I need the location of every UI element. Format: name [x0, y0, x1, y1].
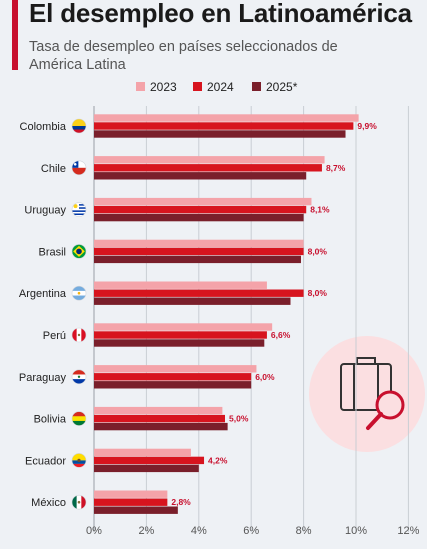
bar-bolivia-2024: [94, 414, 225, 423]
x-tick-label: 0%: [86, 525, 102, 537]
bar-peru-2024: [94, 331, 267, 339]
bar-uruguay-2024: [94, 205, 307, 214]
data-label: 4,2%: [208, 455, 228, 465]
bar-uruguay-2025-: [94, 213, 304, 222]
data-label: 5,0%: [229, 414, 249, 424]
bar-chile-2024: [94, 164, 322, 172]
category-label: Paraguay: [19, 372, 67, 384]
magnifier-briefcase-icon: [309, 336, 425, 452]
bar-bolivia-2025-: [94, 422, 228, 431]
bar-argentina-2025-: [94, 297, 291, 305]
legend-swatch: [193, 82, 202, 91]
bar-paraguay-2025-: [94, 381, 252, 389]
legend-swatch: [252, 82, 261, 91]
bar-mexico-2023: [94, 490, 168, 498]
argentina-flag-icon: [71, 285, 87, 301]
category-label: Colombia: [20, 121, 67, 133]
data-label: 9,9%: [357, 121, 377, 131]
x-tick-label: 8%: [296, 525, 312, 537]
bar-bolivia-2023: [94, 406, 223, 415]
bar-peru-2025-: [94, 339, 265, 347]
legend-label: 2025*: [266, 80, 298, 94]
data-label: 6,0%: [255, 372, 275, 382]
category-label: Bolivia: [34, 414, 67, 426]
bar-argentina-2024: [94, 289, 304, 297]
x-tick-label: 6%: [243, 525, 259, 537]
colombia-flag-icon: [71, 118, 87, 134]
x-tick-label: 2%: [138, 525, 154, 537]
bolivia-flag-icon: [71, 411, 87, 426]
category-label: Brasil: [38, 246, 66, 258]
bar-uruguay-2023: [94, 197, 312, 206]
bar-chile-2023: [94, 156, 325, 164]
bar-mexico-2025-: [94, 506, 178, 514]
bar-colombia-2024: [94, 122, 354, 130]
data-label: 6,6%: [271, 330, 291, 340]
legend-label: 2023: [150, 80, 177, 94]
bar-brasil-2023: [94, 239, 304, 248]
data-label: 8,7%: [326, 163, 346, 173]
bar-paraguay-2023: [94, 365, 257, 373]
title-accent-bar: [12, 0, 18, 70]
bar-ecuador-2024: [94, 456, 205, 465]
category-label: Argentina: [19, 288, 67, 300]
peru-flag-icon: [71, 327, 87, 343]
page-title: El desempleo en Latinoamérica: [29, 0, 412, 28]
x-tick-label: 10%: [345, 525, 367, 537]
bar-brasil-2024: [94, 247, 304, 256]
category-label: Chile: [41, 163, 66, 175]
brasil-flag-icon: [71, 244, 87, 259]
data-label: 8,0%: [308, 288, 328, 298]
bar-ecuador-2025-: [94, 464, 199, 473]
category-label: Ecuador: [25, 455, 66, 467]
bar-chile-2025-: [94, 172, 307, 180]
uruguay-flag-icon: [71, 202, 87, 217]
bar-colombia-2025-: [94, 130, 346, 138]
ecuador-flag-icon: [71, 453, 87, 468]
data-label: 2,8%: [171, 497, 191, 507]
bar-argentina-2023: [94, 281, 267, 289]
data-label: 8,0%: [308, 246, 328, 256]
page-subtitle: Tasa de desempleo en países seleccionado…: [29, 39, 338, 73]
paraguay-flag-icon: [71, 369, 87, 385]
mexico-flag-icon: [71, 494, 87, 510]
category-label: México: [31, 497, 66, 509]
x-tick-label: 4%: [191, 525, 207, 537]
legend-swatch: [136, 82, 145, 91]
legend-label: 2024: [207, 80, 234, 94]
bar-peru-2023: [94, 323, 273, 331]
x-tick-label: 12%: [397, 525, 419, 537]
bar-ecuador-2023: [94, 448, 191, 457]
chile-flag-icon: [71, 160, 87, 176]
category-label: Perú: [43, 330, 66, 342]
bar-paraguay-2024: [94, 373, 252, 381]
bar-brasil-2025-: [94, 255, 301, 264]
data-label: 8,1%: [310, 205, 330, 215]
category-label: Uruguay: [24, 205, 66, 217]
bar-colombia-2023: [94, 114, 359, 122]
bar-mexico-2024: [94, 498, 168, 506]
